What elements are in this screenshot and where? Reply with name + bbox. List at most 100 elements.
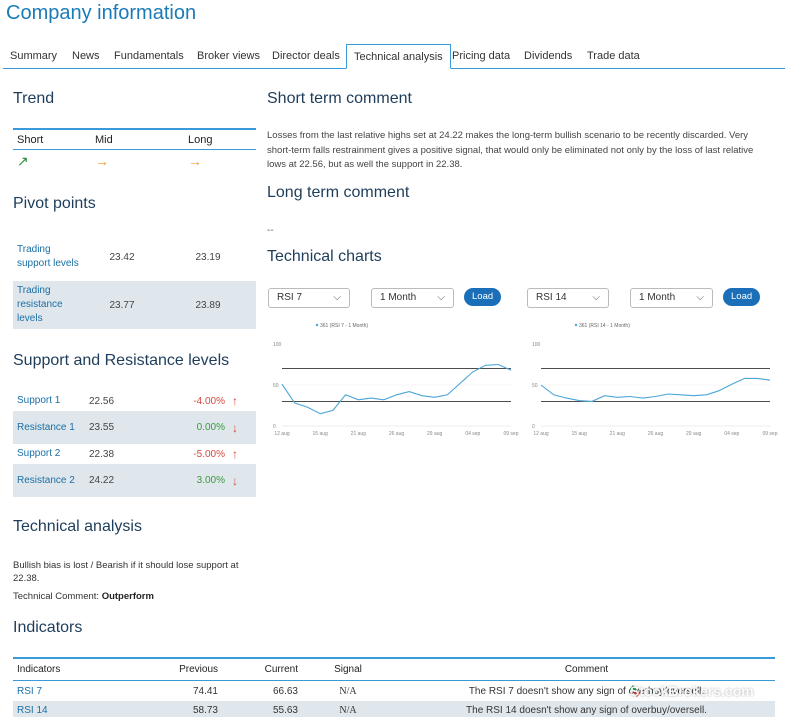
sr-label[interactable]: Support 2 xyxy=(17,448,61,459)
tab-technical-analysis[interactable]: Technical analysis xyxy=(346,44,451,69)
tab-trade-data[interactable]: Trade data xyxy=(587,50,640,62)
sr-label[interactable]: Support 1 xyxy=(17,395,61,406)
chevron-down-icon: ⌵ xyxy=(696,292,704,303)
trend-mid-arrow-icon: → xyxy=(95,153,109,169)
load-button-right[interactable]: Load xyxy=(723,288,761,306)
indicator-previous: 74.41 xyxy=(192,685,218,697)
load-button-left[interactable]: Load xyxy=(464,288,502,306)
col-signal: Signal xyxy=(334,664,362,675)
technical-comment-label: Technical Comment: xyxy=(13,591,100,602)
legend-label: 361 (RSI 14 - 1 Month) xyxy=(579,323,630,329)
x-tick-label: 04 sep xyxy=(465,431,480,437)
arrow-up-icon: ↑ xyxy=(232,447,238,461)
tab-pricing-data[interactable]: Pricing data xyxy=(452,50,511,62)
sr-heading: Support and Resistance levels xyxy=(13,352,230,369)
period-select-left-value: 1 Month xyxy=(380,292,417,303)
pivot-resistance-label[interactable]: Trading resistance levels xyxy=(17,285,63,324)
technical-analysis-heading: Technical analysis xyxy=(13,518,142,535)
period-select-right[interactable]: 1 Month ⌵ xyxy=(630,288,713,308)
pivot-support-v2: 23.19 xyxy=(195,251,221,263)
tab-bar: Summary News Fundamentals Broker views D… xyxy=(3,44,785,69)
pivot-support-label[interactable]: Trading support levels xyxy=(17,244,79,269)
trend-col-long: Long xyxy=(188,133,213,146)
table-row: RSI 14 58.73 55.63 N/A The RSI 14 doesn'… xyxy=(13,701,775,717)
tab-summary[interactable]: Summary xyxy=(10,50,58,62)
arrow-down-icon: ↓ xyxy=(232,420,238,435)
x-tick-label: 21 aug xyxy=(351,431,367,437)
pivot-table: Trading support levels 23.42 23.19 Tradi… xyxy=(13,233,256,329)
series-line xyxy=(281,363,512,415)
x-tick-label: 09 sep xyxy=(503,431,518,437)
page-title: Company information xyxy=(6,2,197,24)
trend-short-arrow-icon: ↗ xyxy=(17,152,29,169)
sr-value: 24.22 xyxy=(89,475,115,486)
tab-dividends[interactable]: Dividends xyxy=(524,50,573,62)
watermark: StockBrokers.com xyxy=(630,683,754,699)
legend-marker xyxy=(315,323,319,327)
sr-percent: -4.00% xyxy=(193,395,225,407)
table-row: Trading resistance levels 23.77 23.89 xyxy=(13,281,256,329)
x-tick-label: 12 aug xyxy=(274,431,290,437)
indicator-current: 55.63 xyxy=(272,704,298,716)
indicator-select-right[interactable]: RSI 14 ⌵ xyxy=(527,288,609,308)
table-row: Support 2 22.38 -5.00% ↑ xyxy=(13,444,256,464)
pivot-heading: Pivot points xyxy=(13,195,96,212)
series-line xyxy=(540,377,771,402)
sr-value: 23.55 xyxy=(89,422,115,433)
trend-heading: Trend xyxy=(13,90,55,107)
tab-director-deals[interactable]: Director deals xyxy=(272,50,340,62)
stockbrokers-logo-icon xyxy=(629,685,641,697)
sr-percent: -5.00% xyxy=(193,448,225,460)
pivot-resistance-v1: 23.77 xyxy=(109,299,135,311)
short-term-heading: Short term comment xyxy=(267,90,412,107)
chevron-down-icon: ⌵ xyxy=(592,292,600,303)
sr-percent: 3.00% xyxy=(196,475,225,486)
indicator-previous: 58.73 xyxy=(192,704,218,716)
x-tick-label: 29 aug xyxy=(686,431,702,437)
sr-value: 22.38 xyxy=(89,448,115,460)
x-tick-label: 04 sep xyxy=(724,431,739,437)
trend-header-row: Short Mid Long xyxy=(13,130,256,150)
arrow-up-icon: ↑ xyxy=(232,394,238,408)
table-row: Trading support levels 23.42 23.19 xyxy=(13,233,256,281)
trend-table: Short Mid Long ↗ → → xyxy=(13,128,256,172)
period-select-left[interactable]: 1 Month ⌵ xyxy=(371,288,454,308)
indicator-comment: The RSI 14 doesn't show any sign of over… xyxy=(466,704,707,716)
indicator-name[interactable]: RSI 7 xyxy=(17,685,43,697)
x-tick-label: 09 sep xyxy=(762,431,777,437)
trend-col-short: Short xyxy=(17,133,44,146)
table-row: RSI 7 74.41 66.63 N/A The RSI 7 doesn't … xyxy=(13,681,775,701)
tab-broker-views[interactable]: Broker views xyxy=(197,50,260,62)
col-current: Current xyxy=(264,664,298,675)
trend-values-row: ↗ → → xyxy=(13,150,256,172)
x-tick-label: 15 aug xyxy=(313,431,329,437)
indicator-comment: The RSI 7 doesn't show any sign of overb… xyxy=(468,685,705,697)
y-tick-label: 50 xyxy=(532,383,538,389)
table-header-row: Indicators Previous Current Signal Comme… xyxy=(13,659,775,681)
pivot-resistance-v2: 23.89 xyxy=(195,299,221,311)
x-tick-label: 26 aug xyxy=(648,431,664,437)
col-previous: Previous xyxy=(179,664,218,675)
sr-table: Support 1 22.56 -4.00% ↑ Resistance 1 23… xyxy=(13,391,256,497)
long-term-text: -- xyxy=(267,225,274,236)
tab-fundamentals[interactable]: Fundamentals xyxy=(114,50,184,62)
table-row: Resistance 1 23.55 0.00% ↓ xyxy=(13,411,256,444)
chevron-down-icon: ⌵ xyxy=(333,292,341,303)
sr-percent: 0.00% xyxy=(196,422,225,433)
sr-label[interactable]: Resistance 2 xyxy=(17,474,75,486)
x-tick-label: 26 aug xyxy=(389,431,405,437)
legend-marker xyxy=(574,323,578,327)
arrow-down-icon: ↓ xyxy=(232,473,238,488)
trend-col-mid: Mid xyxy=(95,133,113,146)
col-comment: Comment xyxy=(564,664,609,675)
table-row: Support 1 22.56 -4.00% ↑ xyxy=(13,391,256,411)
indicator-select-left[interactable]: RSI 7 ⌵ xyxy=(268,288,350,308)
chevron-down-icon: ⌵ xyxy=(437,292,445,303)
indicator-signal: N/A xyxy=(339,704,357,716)
y-tick-label: 50 xyxy=(273,383,279,389)
tab-news[interactable]: News xyxy=(72,50,100,62)
sr-label[interactable]: Resistance 1 xyxy=(17,421,75,433)
indicator-name[interactable]: RSI 14 xyxy=(17,704,48,716)
legend-label: 361 (RSI 7 - 1 Month) xyxy=(320,323,368,329)
short-term-text: Losses from the last relative highs set … xyxy=(267,130,754,170)
